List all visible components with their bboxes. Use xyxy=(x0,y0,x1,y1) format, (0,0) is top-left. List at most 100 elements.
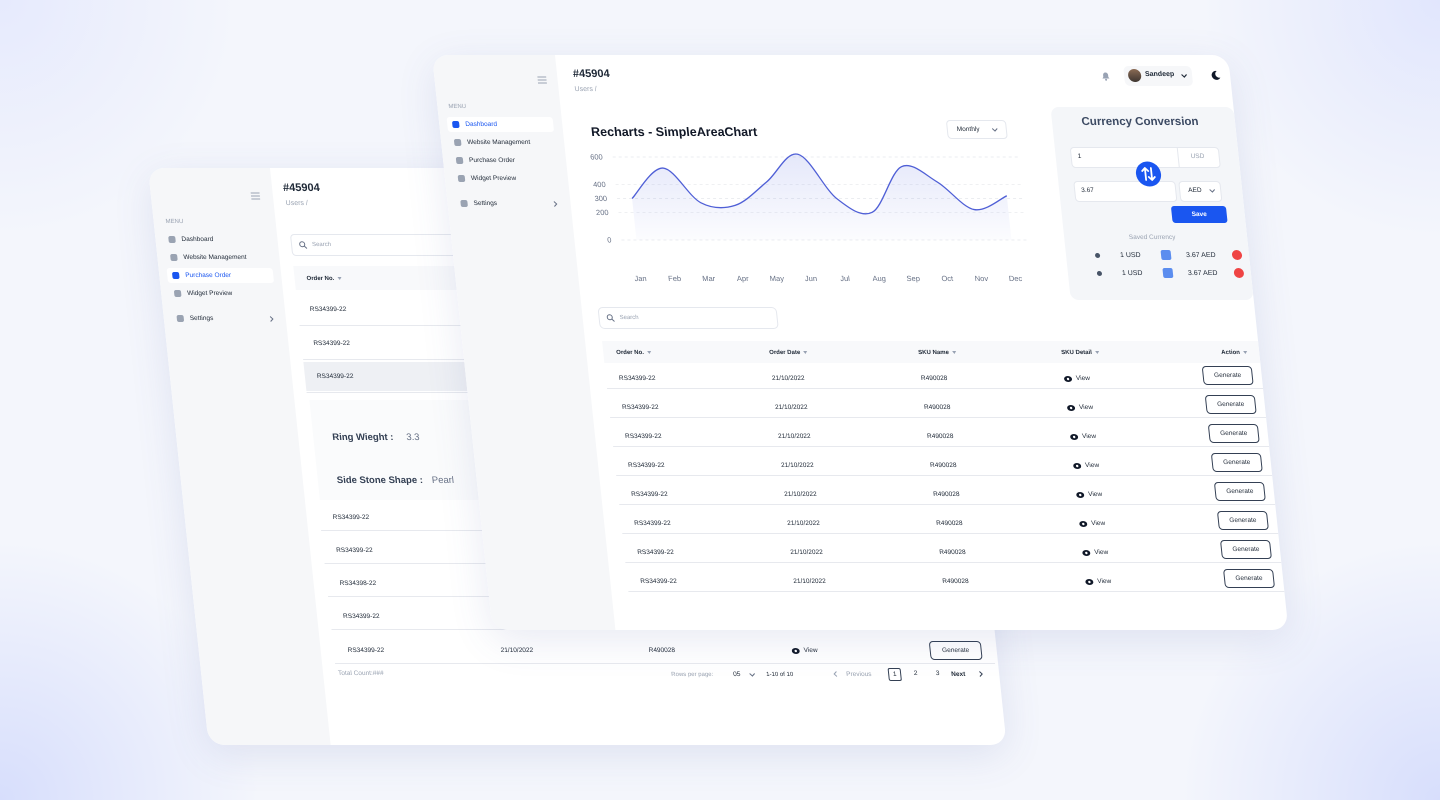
y-tick-label: 0 xyxy=(607,236,612,245)
generate-button[interactable]: Generate xyxy=(1216,511,1269,530)
saved-to: 3.67 AED xyxy=(1187,270,1218,277)
cell: View xyxy=(1084,462,1100,469)
cell: 21/10/2022 xyxy=(789,549,824,556)
row-divider xyxy=(622,533,1279,534)
delete-button[interactable] xyxy=(1233,268,1245,278)
row-divider xyxy=(625,562,1282,563)
swap-button[interactable] xyxy=(1134,161,1163,187)
save-button[interactable]: Save xyxy=(1170,206,1228,223)
previous-button[interactable]: Previous xyxy=(845,671,872,678)
cell: RS34399-22 xyxy=(313,339,351,347)
x-tick-label: Mar xyxy=(702,274,716,283)
detail-value: Pearl xyxy=(431,475,455,486)
row-divider xyxy=(610,417,1267,418)
generate-button[interactable]: Generate xyxy=(1204,395,1257,414)
currency-select[interactable]: USD xyxy=(1176,148,1220,167)
detail-value: 3.3 xyxy=(405,432,421,443)
breadcrumb: Users / xyxy=(285,200,309,207)
detail-label: Ring Wieght : xyxy=(331,432,395,443)
search-icon xyxy=(606,314,615,322)
rows-per-page-select[interactable]: 05 xyxy=(732,671,741,678)
search-box[interactable]: Search xyxy=(289,234,475,256)
cell: 21/10/2022 xyxy=(500,647,534,654)
chevron xyxy=(1181,74,1188,78)
eye-icon xyxy=(1067,405,1076,411)
row-divider xyxy=(616,475,1273,476)
menu-item[interactable]: Settings xyxy=(455,196,563,211)
menu-text: Dashboard xyxy=(181,236,214,243)
search-placeholder: Search xyxy=(311,242,332,248)
cell: RS34399-22 xyxy=(639,578,678,585)
x-tick-label: Apr xyxy=(736,274,749,283)
x-tick-label: Sep xyxy=(906,274,920,283)
row-divider xyxy=(619,504,1276,505)
generate-button[interactable]: Generate xyxy=(928,641,983,660)
search-placeholder: Search xyxy=(619,315,639,321)
y-tick-label: 400 xyxy=(593,180,606,189)
page-title: #45904 xyxy=(282,182,321,194)
eye-icon xyxy=(1079,521,1088,527)
generate-button[interactable]: Generate xyxy=(1223,569,1276,588)
menu-icon xyxy=(176,315,185,322)
search-box[interactable]: Search xyxy=(597,307,779,329)
cell: RS34399-22 xyxy=(335,547,374,554)
menu-icon xyxy=(173,290,182,297)
page-button[interactable]: 2 xyxy=(913,670,918,677)
cell: View xyxy=(1078,404,1094,411)
cell: 21/10/2022 xyxy=(786,520,821,527)
next-arrow xyxy=(979,671,983,677)
user-menu[interactable]: Sandeep xyxy=(1123,66,1194,86)
period-select[interactable]: Monthly xyxy=(945,120,1008,139)
hamburger[interactable] xyxy=(537,76,547,84)
eye-icon xyxy=(1082,550,1091,556)
amount: 3.67 xyxy=(1080,187,1095,194)
generate-button[interactable]: Generate xyxy=(1201,366,1254,385)
page-button[interactable]: 3 xyxy=(935,670,940,677)
hamburger[interactable] xyxy=(250,192,261,200)
currency: USD xyxy=(1190,153,1205,160)
menu-icon xyxy=(170,254,178,261)
prev-arrow xyxy=(833,671,838,677)
currency-select[interactable]: AED xyxy=(1178,181,1223,202)
row-divider xyxy=(628,591,1285,592)
cell: R490028 xyxy=(923,404,951,411)
cell: RS34399-22 xyxy=(621,404,659,411)
chevron xyxy=(991,128,998,132)
page-button[interactable]: 1 xyxy=(887,668,902,681)
generate-button[interactable]: Generate xyxy=(1213,482,1266,501)
generate-button[interactable]: Generate xyxy=(1207,424,1260,443)
cell: View xyxy=(1087,491,1103,498)
bell-icon[interactable] xyxy=(1101,71,1111,81)
generate-button[interactable]: Generate xyxy=(1219,540,1272,559)
cell: View xyxy=(1075,375,1091,382)
menu-icon xyxy=(168,236,176,243)
next-button[interactable]: Next xyxy=(950,671,966,678)
page-range: 1-10 of 10 xyxy=(765,672,794,678)
menu-item[interactable]: Website Management xyxy=(165,250,273,265)
cell: RS34399-22 xyxy=(309,306,347,313)
cell: R490028 xyxy=(648,647,676,654)
cell: 21/10/2022 xyxy=(792,578,827,585)
menu-item[interactable]: Widget Preview xyxy=(168,286,276,301)
menu-item[interactable]: Dashboard xyxy=(163,232,271,247)
delete-button[interactable] xyxy=(1231,250,1243,260)
cell: 21/10/2022 xyxy=(774,404,808,411)
x-tick-label: Aug xyxy=(872,274,886,283)
saved-from: 1 USD xyxy=(1119,252,1142,259)
cell: RS34399-22 xyxy=(627,462,666,469)
y-tick-label: 200 xyxy=(596,208,609,217)
menu-label: MENU xyxy=(165,219,184,225)
generate-button[interactable]: Generate xyxy=(1210,453,1263,472)
saved-from: 1 USD xyxy=(1121,270,1143,277)
column-header: SKU Detail xyxy=(1061,348,1100,358)
cell: R490028 xyxy=(941,578,970,585)
cell: R490028 xyxy=(932,491,960,498)
theme-toggle[interactable] xyxy=(1210,70,1222,81)
menu-item[interactable]: Settings xyxy=(171,311,279,326)
y-tick-label: 600 xyxy=(590,153,603,162)
menu-item[interactable]: Purchase Order xyxy=(166,268,275,283)
cell: RS34399-22 xyxy=(624,433,662,440)
cell: View xyxy=(1093,549,1109,556)
cell: RS34399-22 xyxy=(342,613,381,620)
front-window: MENU Dashboard Website Management Purchase… xyxy=(432,55,1289,630)
